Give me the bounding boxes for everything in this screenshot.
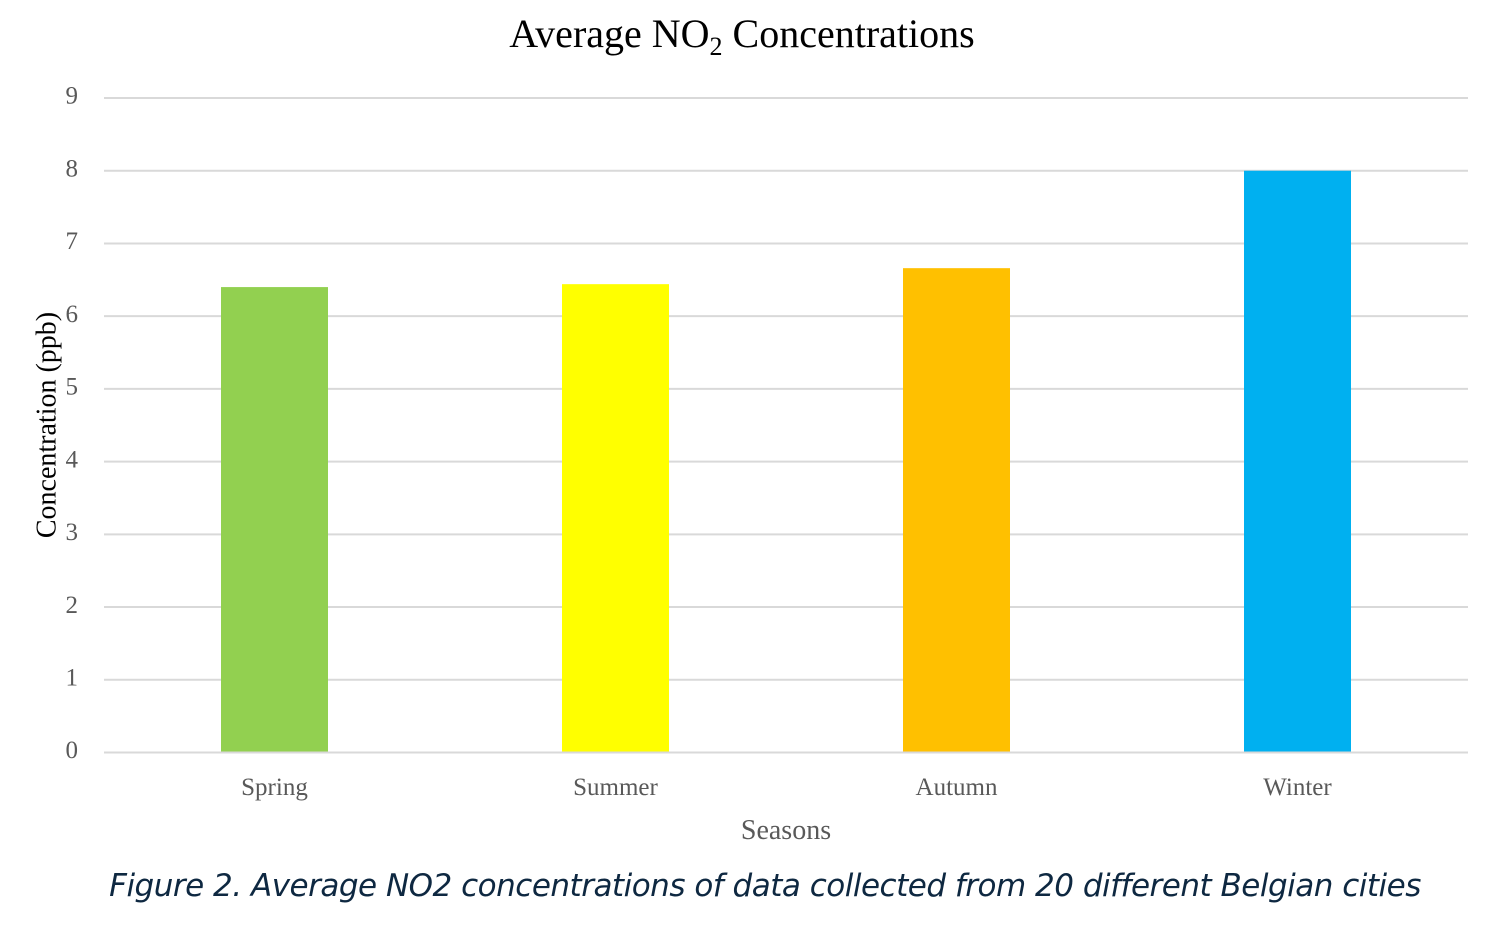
y-tick-label: 1 [66,665,79,692]
y-tick-label: 9 [66,83,79,110]
y-tick-label: 4 [66,446,79,473]
y-tick-label: 5 [66,374,79,401]
bar-winter [1244,170,1351,752]
chart-title-subscript: 2 [709,32,723,61]
x-axis-title: Seasons [741,815,831,846]
y-tick-labels: 0 1 2 3 4 5 6 7 8 9 [66,83,79,765]
x-tick-label: Winter [1263,774,1332,801]
y-tick-label: 2 [66,592,79,619]
x-tick-labels: Spring Summer Autumn Winter [241,774,1332,801]
bars [221,170,1351,752]
x-tick-label: Autumn [916,774,998,801]
bar-autumn [903,268,1010,752]
y-tick-label: 7 [66,228,79,255]
y-tick-label: 6 [66,301,79,328]
gridlines [104,97,1468,754]
figure-caption: Figure 2. Average NO2 concentrations of … [109,868,1421,904]
x-tick-label: Spring [241,774,308,801]
bar-summer [562,284,669,752]
y-tick-label: 3 [66,519,79,546]
bar-spring [221,287,328,752]
chart-title-suffix: Concentrations [722,11,975,56]
x-tick-label: Summer [573,774,658,801]
y-tick-label: 0 [66,737,79,764]
y-tick-label: 8 [66,155,79,182]
y-axis-title: Concentration (ppb) [31,312,62,538]
chart-title: Average NO2 Concentrations [0,10,1484,62]
chart-title-prefix: Average NO [509,11,710,56]
